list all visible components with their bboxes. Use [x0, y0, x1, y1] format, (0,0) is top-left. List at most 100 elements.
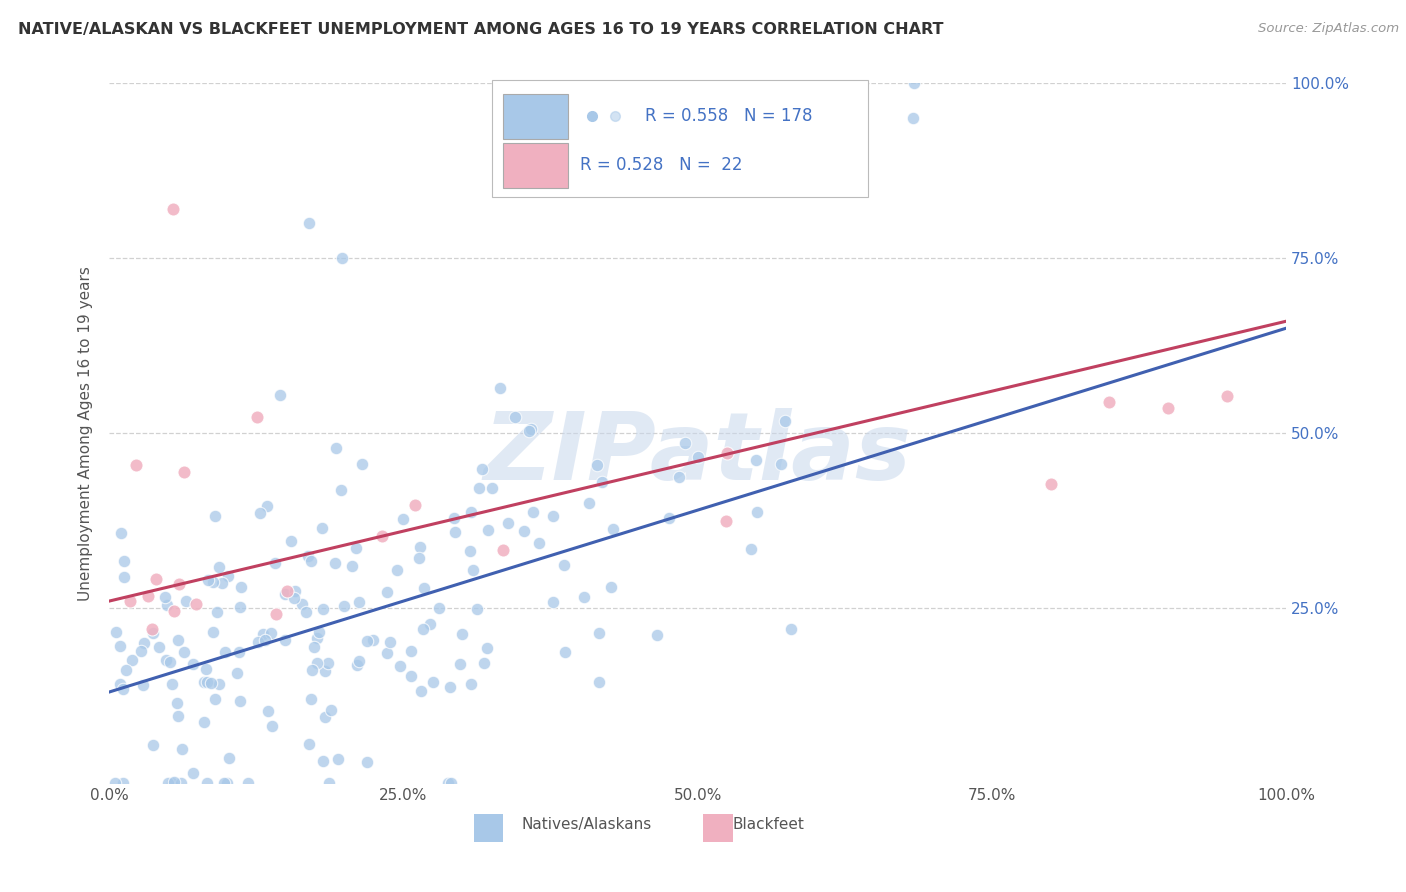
Point: [204, 692, 226, 706]
Point: [329, 483, 352, 498]
Text: Source: ZipAtlas.com: Source: ZipAtlas.com: [1258, 22, 1399, 36]
Text: Natives/Alaskans: Natives/Alaskans: [522, 817, 651, 832]
Point: [380, 635, 402, 649]
Point: [262, 719, 284, 733]
Point: [145, 572, 167, 586]
Point: [195, 674, 218, 689]
Point: [160, 677, 183, 691]
Point: [477, 523, 499, 537]
Point: [1157, 401, 1180, 415]
Point: [254, 632, 277, 647]
Point: [460, 505, 482, 519]
Point: [1039, 476, 1062, 491]
Point: [658, 510, 681, 524]
Point: [321, 703, 343, 717]
Text: R = 0.528   N =  22: R = 0.528 N = 22: [579, 156, 742, 174]
Point: [586, 458, 609, 473]
Point: [112, 776, 135, 790]
Point: [208, 677, 231, 691]
Point: [773, 414, 796, 428]
Point: [142, 626, 165, 640]
Point: [153, 590, 176, 604]
Point: [461, 563, 484, 577]
Point: [744, 453, 766, 467]
Point: [716, 445, 738, 459]
Point: [422, 675, 444, 690]
Point: [392, 512, 415, 526]
Point: [174, 594, 197, 608]
Point: [541, 595, 564, 609]
Point: [299, 692, 322, 706]
Point: [489, 381, 512, 395]
Point: [352, 457, 374, 471]
Point: [156, 598, 179, 612]
Point: [236, 776, 259, 790]
Point: [183, 657, 205, 671]
Point: [409, 541, 432, 555]
Point: [104, 776, 127, 790]
Point: [204, 509, 226, 524]
Point: [325, 556, 347, 570]
Point: [184, 597, 207, 611]
Point: [375, 646, 398, 660]
Point: [475, 641, 498, 656]
Point: [200, 676, 222, 690]
Point: [163, 775, 186, 789]
Point: [333, 599, 356, 613]
Point: [450, 627, 472, 641]
Point: [411, 684, 433, 698]
Point: [110, 526, 132, 541]
Point: [318, 776, 340, 790]
Point: [314, 710, 336, 724]
Point: [218, 751, 240, 765]
Point: [156, 776, 179, 790]
Point: [228, 645, 250, 659]
Point: [520, 422, 543, 436]
Point: [553, 558, 575, 572]
Point: [440, 776, 463, 790]
Point: [412, 582, 434, 596]
Point: [408, 550, 430, 565]
Point: [307, 656, 329, 670]
Point: [298, 737, 321, 751]
Point: [181, 765, 204, 780]
Point: [668, 470, 690, 484]
Point: [541, 508, 564, 523]
Y-axis label: Unemployment Among Ages 16 to 19 years: Unemployment Among Ages 16 to 19 years: [79, 266, 93, 600]
Point: [496, 516, 519, 530]
Point: [166, 696, 188, 710]
Point: [155, 653, 177, 667]
Point: [311, 521, 333, 535]
Text: NATIVE/ALASKAN VS BLACKFEET UNEMPLOYMENT AMONG AGES 16 TO 19 YEARS CORRELATION C: NATIVE/ALASKAN VS BLACKFEET UNEMPLOYMENT…: [18, 22, 943, 37]
Point: [205, 605, 228, 619]
Point: [211, 575, 233, 590]
Point: [714, 514, 737, 528]
Point: [770, 458, 793, 472]
Point: [449, 657, 471, 672]
FancyBboxPatch shape: [503, 94, 568, 139]
Point: [647, 628, 669, 642]
Point: [166, 633, 188, 648]
Point: [201, 625, 224, 640]
Point: [1098, 394, 1121, 409]
Point: [170, 776, 193, 790]
Point: [167, 709, 190, 723]
Point: [349, 654, 371, 668]
Point: [481, 481, 503, 495]
Point: [492, 542, 515, 557]
Point: [437, 776, 460, 790]
Point: [314, 664, 336, 678]
Point: [316, 656, 339, 670]
FancyBboxPatch shape: [703, 814, 733, 842]
FancyBboxPatch shape: [474, 814, 503, 842]
Point: [173, 645, 195, 659]
Point: [404, 498, 426, 512]
Point: [141, 738, 163, 752]
Point: [295, 605, 318, 619]
FancyBboxPatch shape: [503, 143, 568, 188]
Point: [246, 634, 269, 648]
Point: [517, 425, 540, 439]
Point: [468, 481, 491, 495]
Point: [412, 622, 434, 636]
Point: [105, 625, 128, 640]
